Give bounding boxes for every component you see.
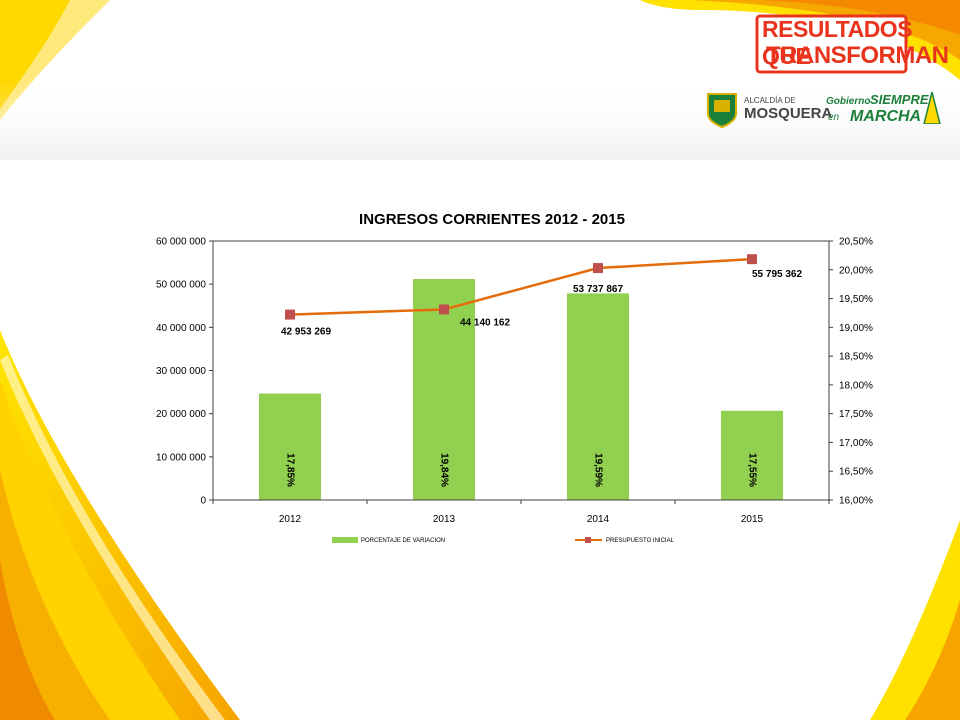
y-left-tick-label: 40 000 000: [156, 323, 206, 334]
bar-label-2012: 17,85%: [284, 453, 295, 487]
bar-label-2014: 19,59%: [592, 453, 603, 487]
y-right-tick-label: 17,50%: [839, 409, 873, 420]
y-left-tick-label: 0: [200, 496, 206, 507]
bar-2013: [413, 278, 475, 500]
gobierno-logo: Gobierno SIEMPRE en MARCHA: [822, 88, 942, 128]
line-label-2014: 53 737 867: [573, 284, 623, 295]
line-label-2012: 42 953 269: [281, 327, 331, 338]
line-label-2013: 44 140 162: [460, 317, 510, 328]
badge-frame: [755, 14, 908, 74]
plot-area: 17,85% 19,84% 19,59% 17,55% 0 10 000 000 20 00…: [156, 237, 873, 545]
y-right-tick-label: 20,50%: [839, 237, 873, 248]
y-left-tick-label: 50 000 000: [156, 280, 206, 291]
line-point-2013: [439, 304, 449, 315]
x-tick-label: 2013: [433, 514, 456, 525]
badge-line-1: RESULTADOS QUE: [762, 16, 913, 69]
flag-icon: [923, 91, 941, 124]
y-left-tick-label: 10 000 000: [156, 452, 206, 463]
resultados-badge: RESULTADOS QUE TRANSFORMAN: [754, 14, 949, 74]
line-point-2014: [593, 263, 603, 274]
y-right-tick-label: 18,50%: [839, 352, 873, 363]
line-point-2012: [285, 309, 295, 320]
mosquera-label: MOSQUERA: [744, 105, 833, 122]
legend-marker-line: [585, 537, 591, 543]
bar-2012: [259, 393, 321, 500]
legend-label-bar: PORCENTAJE DE VARIACION: [361, 538, 445, 544]
line-presupuesto: [289, 257, 753, 316]
y-left-tick-label: 60 000 000: [156, 237, 206, 248]
x-tick-label: 2012: [279, 514, 302, 525]
siempre-word: SIEMPRE: [870, 92, 929, 107]
y-left-tick-label: 30 000 000: [156, 366, 206, 377]
line-label-2015: 55 795 362: [752, 269, 802, 280]
line-point-2015: [747, 254, 757, 265]
y-right-tick-label: 17,00%: [839, 438, 873, 449]
bar-2015: [721, 410, 783, 500]
alcaldia-label: ALCALDÍA DE: [744, 96, 796, 105]
x-tick-label: 2014: [587, 514, 610, 525]
legend-label-line: PRESUPUESTO INICIAL: [606, 538, 675, 544]
shield-icon: [707, 93, 737, 128]
y-right-tick-label: 18,00%: [839, 380, 873, 391]
chart-title: INGRESOS CORRIENTES 2012 - 2015: [359, 211, 625, 228]
bar-label-2015: 17,55%: [746, 453, 757, 487]
y-right-tick-label: 19,50%: [839, 294, 873, 305]
bar-label-2013: 19,84%: [438, 453, 449, 487]
y-right-tick-label: 19,00%: [839, 323, 873, 334]
marcha-word: MARCHA: [850, 108, 922, 125]
legend-swatch-bar: [332, 537, 358, 543]
y-right-tick-label: 20,00%: [839, 265, 873, 276]
y-left-tick-label: 20 000 000: [156, 409, 206, 420]
en-word: en: [828, 112, 840, 123]
y-right-tick-label: 16,50%: [839, 467, 873, 478]
y-right-tick-label: 16,00%: [839, 496, 873, 507]
badge-line-2: TRANSFORMAN: [766, 42, 949, 69]
gobierno-word: Gobierno: [826, 96, 871, 107]
x-tick-label: 2015: [741, 514, 764, 525]
alcaldia-logo: ALCALDÍA DE MOSQUERA: [706, 92, 832, 128]
bar-2014: [567, 293, 629, 500]
